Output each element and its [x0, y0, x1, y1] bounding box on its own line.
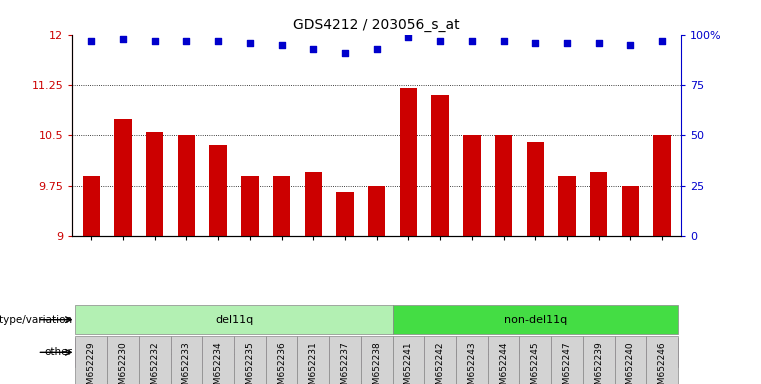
- Bar: [400, 88, 417, 236]
- Bar: [209, 146, 227, 236]
- FancyBboxPatch shape: [614, 336, 646, 384]
- Text: GSM652237: GSM652237: [340, 341, 349, 384]
- Text: other: other: [44, 347, 72, 358]
- Point: [212, 38, 224, 44]
- FancyBboxPatch shape: [330, 336, 361, 384]
- Bar: [78, 378, 92, 384]
- Bar: [368, 186, 385, 236]
- FancyBboxPatch shape: [202, 336, 234, 384]
- Title: GDS4212 / 203056_s_at: GDS4212 / 203056_s_at: [294, 18, 460, 32]
- FancyBboxPatch shape: [551, 336, 583, 384]
- Point: [275, 41, 288, 48]
- Point: [466, 38, 478, 44]
- Bar: [241, 176, 259, 236]
- Text: GSM652230: GSM652230: [119, 341, 128, 384]
- Point: [624, 41, 636, 48]
- Text: GSM652244: GSM652244: [499, 341, 508, 384]
- Point: [148, 38, 161, 44]
- Point: [498, 38, 510, 44]
- FancyBboxPatch shape: [583, 336, 614, 384]
- FancyBboxPatch shape: [583, 338, 678, 367]
- FancyBboxPatch shape: [75, 336, 107, 384]
- Bar: [114, 119, 132, 236]
- Text: transformed count: transformed count: [97, 379, 200, 384]
- Bar: [559, 176, 575, 236]
- Bar: [431, 95, 449, 236]
- FancyBboxPatch shape: [361, 336, 393, 384]
- Text: GSM652243: GSM652243: [467, 341, 476, 384]
- Text: GSM652238: GSM652238: [372, 341, 381, 384]
- Bar: [178, 136, 195, 236]
- Text: GSM652239: GSM652239: [594, 341, 603, 384]
- Point: [339, 50, 351, 56]
- Point: [403, 33, 415, 40]
- Bar: [654, 136, 670, 236]
- FancyBboxPatch shape: [393, 305, 678, 334]
- Bar: [495, 136, 512, 236]
- Text: GSM652234: GSM652234: [214, 341, 223, 384]
- Text: GSM652231: GSM652231: [309, 341, 318, 384]
- Text: genotype/variation: genotype/variation: [0, 314, 72, 325]
- Point: [307, 46, 320, 52]
- Text: del11q: del11q: [215, 314, 253, 325]
- Text: GSM652236: GSM652236: [277, 341, 286, 384]
- Bar: [304, 172, 322, 236]
- Point: [656, 38, 668, 44]
- Text: GSM652232: GSM652232: [150, 341, 159, 384]
- Text: no prior teatment: no prior teatment: [137, 347, 236, 358]
- Text: no prior teatment: no prior teatment: [438, 347, 537, 358]
- Bar: [316, 378, 330, 384]
- FancyBboxPatch shape: [107, 336, 139, 384]
- Text: GSM652247: GSM652247: [562, 341, 572, 384]
- FancyBboxPatch shape: [266, 336, 298, 384]
- Point: [529, 40, 541, 46]
- Point: [371, 46, 383, 52]
- Point: [593, 40, 605, 46]
- Text: percentile rank within the sample: percentile rank within the sample: [334, 379, 522, 384]
- Bar: [622, 186, 639, 236]
- Text: GSM652235: GSM652235: [245, 341, 254, 384]
- Text: GSM652242: GSM652242: [435, 341, 444, 384]
- Bar: [336, 192, 354, 236]
- Point: [434, 38, 446, 44]
- FancyBboxPatch shape: [393, 336, 425, 384]
- Text: GSM652246: GSM652246: [658, 341, 667, 384]
- Bar: [527, 142, 544, 236]
- Bar: [463, 136, 480, 236]
- FancyBboxPatch shape: [456, 336, 488, 384]
- FancyBboxPatch shape: [139, 336, 170, 384]
- Text: GSM652233: GSM652233: [182, 341, 191, 384]
- Point: [85, 38, 97, 44]
- FancyBboxPatch shape: [298, 336, 330, 384]
- FancyBboxPatch shape: [298, 338, 393, 367]
- Point: [244, 40, 256, 46]
- Text: non-del11q: non-del11q: [504, 314, 567, 325]
- FancyBboxPatch shape: [170, 336, 202, 384]
- Bar: [83, 176, 100, 236]
- Text: prior treatment: prior treatment: [302, 347, 388, 358]
- FancyBboxPatch shape: [75, 338, 298, 367]
- FancyBboxPatch shape: [646, 336, 678, 384]
- Point: [180, 38, 193, 44]
- Bar: [590, 172, 607, 236]
- FancyBboxPatch shape: [234, 336, 266, 384]
- FancyBboxPatch shape: [520, 336, 551, 384]
- Bar: [273, 176, 290, 236]
- Text: GSM652245: GSM652245: [530, 341, 540, 384]
- FancyBboxPatch shape: [425, 336, 456, 384]
- Text: GSM652240: GSM652240: [626, 341, 635, 384]
- Text: GSM652229: GSM652229: [87, 341, 96, 384]
- FancyBboxPatch shape: [393, 338, 583, 367]
- Bar: [146, 132, 164, 236]
- Point: [117, 36, 129, 42]
- FancyBboxPatch shape: [488, 336, 520, 384]
- Point: [561, 40, 573, 46]
- FancyBboxPatch shape: [75, 305, 393, 334]
- Text: GSM652241: GSM652241: [404, 341, 413, 384]
- Text: prior treatment: prior treatment: [587, 347, 673, 358]
